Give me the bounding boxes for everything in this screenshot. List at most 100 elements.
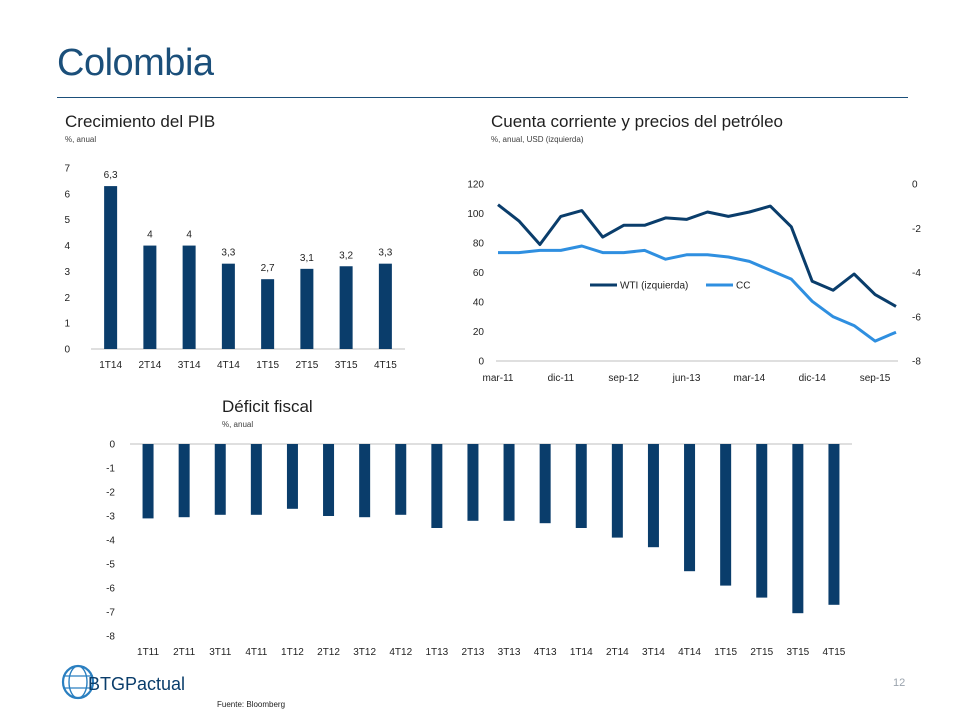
gdp-value-label: 3,1 (300, 253, 314, 264)
ca-left-y-tick-label: 120 (467, 180, 484, 191)
ca-x-tick-label: mar-11 (483, 373, 514, 384)
ca-right-y-tick-label: -4 (912, 268, 921, 279)
ca-left-y-tick-label: 60 (473, 268, 485, 279)
gdp-value-label: 2,7 (261, 263, 275, 274)
gdp-value-label: 4 (147, 230, 153, 241)
ca-left-y-tick-label: 80 (473, 239, 485, 250)
legend-label-cc: CC (736, 281, 750, 292)
ca-left-y-tick-label: 20 (473, 327, 485, 338)
fiscal-x-tick-label: 2T13 (462, 647, 485, 658)
btg-pactual-logo: BTGPactual (58, 660, 193, 704)
logo-text: BTGPactual (88, 674, 185, 694)
gdp-bar (221, 263, 235, 349)
title-divider (57, 97, 908, 98)
ca-right-y-tick-label: 0 (912, 180, 918, 191)
fiscal-bar (792, 444, 804, 614)
ca-x-tick-label: dic-14 (799, 373, 827, 384)
gdp-value-label: 6,3 (104, 170, 118, 181)
gdp-bar (378, 263, 392, 349)
legend-label-wti: WTI (izquierda) (620, 281, 688, 292)
fiscal-bar (359, 444, 371, 518)
gdp-x-tick-label: 2T14 (138, 360, 161, 371)
gdp-x-tick-label: 3T14 (178, 360, 201, 371)
gdp-y-tick-label: 4 (64, 241, 70, 252)
gdp-bar (261, 279, 275, 349)
fiscal-bar (323, 444, 335, 516)
gdp-value-label: 4 (186, 230, 192, 241)
fiscal-bar (286, 444, 298, 509)
fiscal-y-tick-label: -5 (106, 560, 115, 571)
fiscal-x-tick-label: 1T11 (137, 647, 159, 658)
fiscal-bar (539, 444, 551, 524)
fiscal-bar (467, 444, 479, 521)
logo-globe-icon: BTGPactual (61, 664, 185, 700)
fiscal-x-tick-label: 1T14 (570, 647, 593, 658)
ca-x-tick-label: dic-11 (548, 373, 575, 384)
ca-chart-title: Cuenta corriente y precios del petróleo (491, 112, 783, 131)
fiscal-y-tick-label: -3 (106, 512, 115, 523)
gdp-y-tick-label: 7 (64, 164, 70, 175)
fiscal-x-tick-label: 3T14 (642, 647, 665, 658)
cc-series-line (498, 244, 897, 343)
fiscal-x-tick-label: 4T12 (389, 647, 412, 658)
fiscal-y-tick-label: -8 (106, 632, 115, 643)
fiscal-bar (503, 444, 515, 521)
fiscal-bar (250, 444, 262, 515)
fiscal-bar (684, 444, 696, 572)
source-note: Fuente: Bloomberg (217, 700, 286, 709)
fiscal-chart-title: Déficit fiscal (222, 397, 313, 416)
fiscal-bar (178, 444, 190, 518)
fiscal-x-tick-label: 2T14 (606, 647, 629, 658)
fiscal-bar (575, 444, 587, 528)
page-number: 12 (893, 677, 906, 689)
fiscal-bar (431, 444, 443, 528)
wti-series-line (497, 203, 897, 308)
fiscal-x-tick-label: 3T12 (353, 647, 376, 658)
gdp-x-tick-label: 2T15 (295, 360, 318, 371)
fiscal-x-tick-label: 3T11 (209, 647, 231, 658)
gdp-y-tick-label: 5 (64, 215, 70, 226)
ca-right-y-tick-label: -2 (912, 224, 921, 235)
fiscal-bar (214, 444, 226, 515)
gdp-y-tick-label: 3 (64, 267, 70, 278)
fiscal-y-tick-label: -7 (106, 608, 115, 619)
fiscal-y-tick-label: 0 (109, 440, 115, 451)
fiscal-y-tick-label: -4 (106, 536, 115, 547)
gdp-bar (339, 266, 353, 349)
gdp-bar (182, 245, 196, 349)
ca-x-tick-label: sep-15 (860, 373, 891, 384)
ca-right-y-tick-label: -6 (912, 312, 921, 323)
fiscal-bar (395, 444, 407, 515)
gdp-chart-subtitle: %, anual (65, 135, 97, 144)
fiscal-bar (647, 444, 659, 548)
ca-chart-subtitle: %, anual, USD (izquierda) (491, 135, 584, 144)
gdp-x-tick-label: 4T14 (217, 360, 240, 371)
fiscal-x-tick-label: 4T15 (823, 647, 846, 658)
fiscal-bar (756, 444, 768, 598)
fiscal-chart-subtitle: %, anual (222, 420, 254, 429)
fiscal-bar (828, 444, 840, 605)
fiscal-bar (142, 444, 154, 519)
fiscal-x-tick-label: 4T14 (678, 647, 701, 658)
gdp-x-tick-label: 3T15 (335, 360, 358, 371)
ca-left-y-tick-label: 100 (467, 209, 484, 220)
gdp-bar-chart: 0 1 2 3 4 5 6 7 6,3 1T14 4 2T14 4 3T14 3,3 4T14 2,7 1T15 3… (64, 164, 405, 371)
slide-title: Colombia (57, 42, 214, 84)
ca-x-tick-label: jun-13 (672, 373, 701, 384)
ca-left-y-tick-label: 40 (473, 298, 485, 309)
gdp-y-tick-label: 2 (64, 293, 70, 304)
gdp-bar (300, 268, 314, 349)
gdp-y-tick-label: 6 (64, 189, 70, 200)
gdp-bar (104, 186, 118, 349)
fiscal-x-tick-label: 3T13 (498, 647, 521, 658)
ca-right-y-tick-label: -8 (912, 357, 921, 368)
fiscal-bar-chart: 0 -1 -2 -3 -4 -5 -6 -7 -8 1T11 2T11 3T11 4T11 1T12 2T1… (106, 440, 852, 658)
fiscal-y-tick-label: -6 (106, 584, 115, 595)
gdp-value-label: 3,3 (378, 248, 392, 259)
fiscal-x-tick-label: 4T13 (534, 647, 557, 658)
gdp-chart-title: Crecimiento del PIB (65, 112, 216, 131)
ca-x-tick-label: mar-14 (734, 373, 766, 384)
fiscal-y-tick-label: -1 (106, 464, 115, 475)
fiscal-x-tick-label: 1T13 (425, 647, 448, 658)
ca-line-chart: 0 20 40 60 80 100 120 -8 -6 -4 -2 0 mar-11 dic-11 sep-… (467, 180, 921, 385)
